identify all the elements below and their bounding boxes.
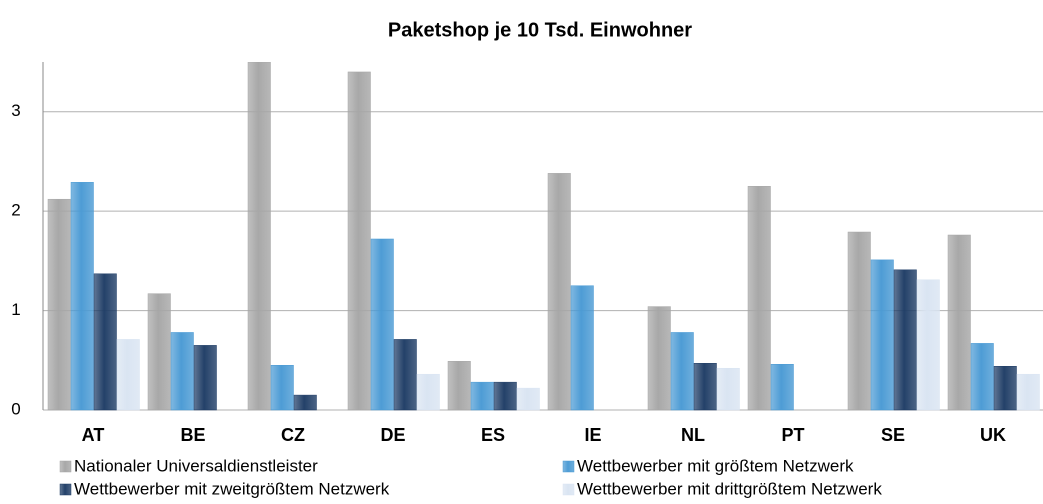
bar	[393, 339, 417, 411]
bar	[270, 365, 294, 411]
y-tick-label: 1	[11, 300, 20, 319]
bar	[293, 394, 317, 411]
x-tick-label: IE	[584, 425, 601, 445]
x-tick-label: NL	[681, 425, 705, 445]
bar	[647, 306, 671, 411]
bar	[516, 387, 540, 411]
y-tick-label: 2	[11, 201, 20, 220]
bar	[147, 293, 171, 411]
legend-label: Wettbewerber mit drittgrößtem Netzwerk	[577, 479, 882, 498]
bar	[770, 364, 794, 411]
legend-marker	[59, 460, 72, 473]
bar	[947, 234, 971, 411]
bar	[170, 332, 194, 411]
legend-label: Nationaler Universaldienstleister	[74, 456, 318, 475]
bar	[870, 259, 894, 411]
x-tick-label: UK	[980, 425, 1006, 445]
x-tick-label: SE	[881, 425, 905, 445]
bar	[93, 273, 117, 411]
bar	[47, 198, 71, 411]
legend-marker	[562, 483, 575, 496]
bar	[693, 363, 717, 411]
x-tick-label: PT	[781, 425, 804, 445]
legend-label: Wettbewerber mit größtem Netzwerk	[577, 456, 854, 475]
bar	[493, 381, 517, 411]
bar	[470, 381, 494, 411]
x-tick-label: ES	[481, 425, 505, 445]
legend-label: Wettbewerber mit zweitgrößtem Netzwerk	[74, 479, 390, 498]
legend-marker	[562, 460, 575, 473]
x-tick-label: BE	[180, 425, 205, 445]
bar	[1016, 373, 1040, 411]
bar	[570, 285, 594, 411]
bar	[716, 367, 740, 411]
x-tick-label: DE	[380, 425, 405, 445]
bar	[347, 71, 371, 411]
bar	[547, 173, 571, 411]
bar	[116, 339, 140, 411]
bar	[993, 366, 1017, 411]
bar	[416, 373, 440, 411]
bar	[193, 345, 217, 411]
bar	[747, 186, 771, 411]
bar	[70, 182, 94, 411]
bar	[247, 62, 271, 411]
legend-marker	[59, 483, 72, 496]
x-tick-label: AT	[82, 425, 105, 445]
bars	[47, 62, 1040, 411]
bar	[970, 343, 994, 411]
bar	[670, 332, 694, 411]
y-tick-label: 0	[11, 399, 20, 418]
bar	[847, 231, 871, 411]
y-tick-label: 3	[11, 101, 20, 120]
chart-title: Paketshop je 10 Tsd. Einwohner	[388, 19, 692, 41]
bar	[447, 361, 471, 411]
bar	[370, 238, 394, 411]
bar	[893, 269, 917, 411]
x-tick-label: CZ	[281, 425, 305, 445]
bar	[916, 279, 940, 411]
